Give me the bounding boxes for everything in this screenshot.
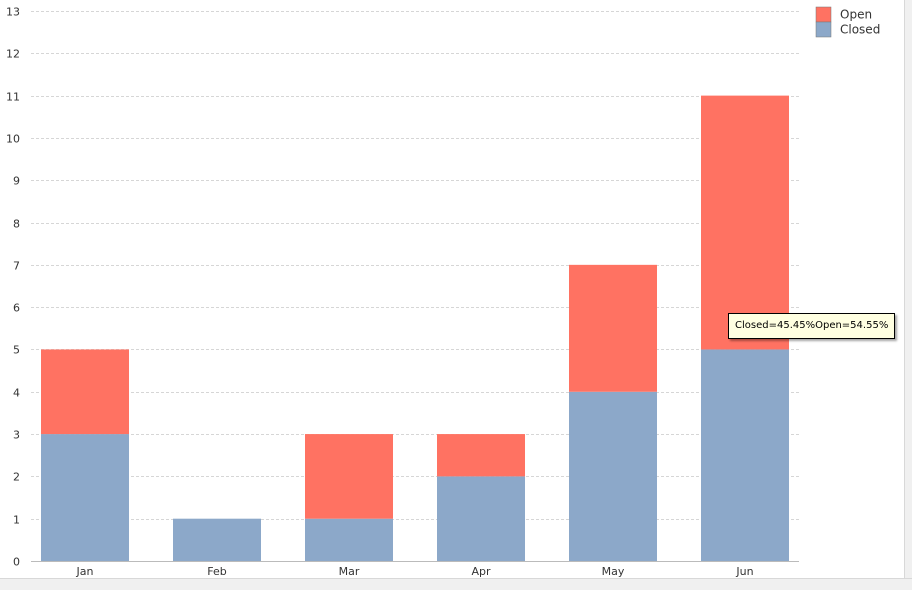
legend-swatch-closed xyxy=(815,21,832,38)
legend-label-closed: Closed xyxy=(840,23,880,37)
window-edge-right xyxy=(904,0,912,578)
y-tick-label: 6 xyxy=(13,302,20,315)
bar-closed-feb[interactable] xyxy=(173,518,261,561)
bar-closed-mar[interactable] xyxy=(305,518,393,561)
chart-tooltip: Closed=45.45%Open=54.55% xyxy=(728,313,896,339)
x-tick-label: May xyxy=(602,565,625,578)
y-tick-label: 8 xyxy=(13,218,20,231)
x-tick-label: Jan xyxy=(76,565,94,578)
bar-closed-jun[interactable] xyxy=(701,349,789,561)
bar-closed-apr[interactable] xyxy=(437,476,525,561)
bar-open-jan[interactable] xyxy=(41,349,129,435)
bar-open-may[interactable] xyxy=(569,264,657,392)
grid-lines xyxy=(31,11,799,520)
y-tick-label: 13 xyxy=(6,6,20,19)
x-tick-label: Apr xyxy=(471,565,491,578)
y-tick-label: 2 xyxy=(13,471,20,484)
y-tick-label: 1 xyxy=(13,514,20,527)
bars xyxy=(41,95,789,561)
y-tick-label: 0 xyxy=(13,556,20,569)
bar-closed-may[interactable] xyxy=(569,391,657,561)
x-tick-label: Feb xyxy=(207,565,226,578)
bar-open-apr[interactable] xyxy=(437,434,525,477)
y-tick-label: 4 xyxy=(13,387,20,400)
y-tick-label: 11 xyxy=(6,91,20,104)
window-edge-bottom xyxy=(0,578,912,590)
x-tick-label: Mar xyxy=(339,565,360,578)
y-tick-label: 7 xyxy=(13,260,20,273)
bar-closed-jan[interactable] xyxy=(41,434,129,561)
bar-open-jun[interactable] xyxy=(701,95,789,350)
bar-open-mar[interactable] xyxy=(305,434,393,519)
legend-swatch-open xyxy=(815,6,832,23)
x-tick-label: Jun xyxy=(735,565,753,578)
x-axis-ticks: Jan Feb Mar Apr May Jun xyxy=(76,565,754,578)
y-tick-label: 3 xyxy=(13,429,20,442)
y-tick-label: 12 xyxy=(6,48,20,61)
legend-label-open: Open xyxy=(840,8,872,22)
y-tick-label: 9 xyxy=(13,175,20,188)
y-tick-label: 5 xyxy=(13,344,20,357)
y-tick-label: 10 xyxy=(6,133,20,146)
